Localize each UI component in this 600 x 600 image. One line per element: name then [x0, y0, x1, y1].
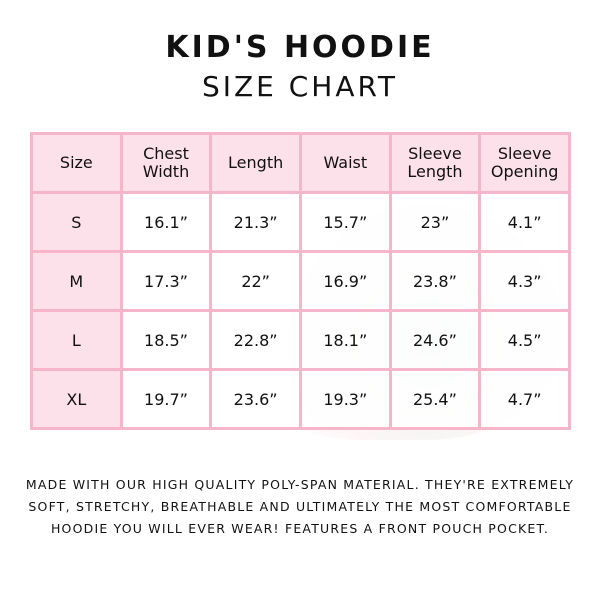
- measurement-cell: 19.3”: [298, 368, 392, 430]
- measurement-cell: 16.9”: [298, 250, 392, 312]
- measurement-cell: 18.5”: [119, 309, 213, 371]
- measurement-cell: 4.1”: [478, 191, 571, 253]
- column-header: Length: [209, 132, 302, 194]
- column-header: Sleeve Opening: [478, 132, 571, 194]
- size-cell: XL: [30, 368, 123, 430]
- measurement-cell: 17.3”: [119, 250, 213, 312]
- table-row: L 18.5” 22.8” 18.1” 24.6” 4.5”: [30, 309, 571, 371]
- size-chart-table: Size Chest Width Length Waist Sleeve Length S…: [30, 132, 571, 430]
- measurement-cell: 22.8”: [209, 309, 302, 371]
- measurement-cell: 23”: [388, 191, 482, 253]
- measurement-cell: 23.6”: [209, 368, 302, 430]
- column-header: Waist: [298, 132, 392, 194]
- measurement-cell: 24.6”: [388, 309, 482, 371]
- column-header: Size: [30, 132, 123, 194]
- column-header: Sleeve Length: [388, 132, 482, 194]
- table-header-row: Size Chest Width Length Waist Sleeve Length S…: [30, 132, 571, 194]
- measurement-cell: 4.3”: [478, 250, 571, 312]
- measurement-cell: 4.7”: [478, 368, 571, 430]
- measurement-cell: 19.7”: [119, 368, 213, 430]
- page-title: KID'S HOODIE: [165, 30, 435, 65]
- column-header: Chest Width: [119, 132, 213, 194]
- size-cell: L: [30, 309, 123, 371]
- table-row: M 17.3” 22” 16.9” 23.8” 4.3”: [30, 250, 571, 312]
- measurement-cell: 16.1”: [119, 191, 213, 253]
- table-row: XL 19.7” 23.6” 19.3” 25.4” 4.7”: [30, 368, 571, 430]
- measurement-cell: 15.7”: [298, 191, 392, 253]
- page-subtitle: SIZE CHART: [201, 70, 399, 103]
- measurement-cell: 25.4”: [388, 368, 482, 430]
- table-row: S 16.1” 21.3” 15.7” 23” 4.1”: [30, 191, 571, 253]
- size-cell: M: [30, 250, 123, 312]
- measurement-cell: 22”: [209, 250, 302, 312]
- measurement-cell: 4.5”: [478, 309, 571, 371]
- measurement-cell: 18.1”: [298, 309, 392, 371]
- product-description: Made with our high quality poly-span mat…: [25, 477, 575, 536]
- size-cell: S: [30, 191, 123, 253]
- measurement-cell: 21.3”: [209, 191, 302, 253]
- measurement-cell: 23.8”: [388, 250, 482, 312]
